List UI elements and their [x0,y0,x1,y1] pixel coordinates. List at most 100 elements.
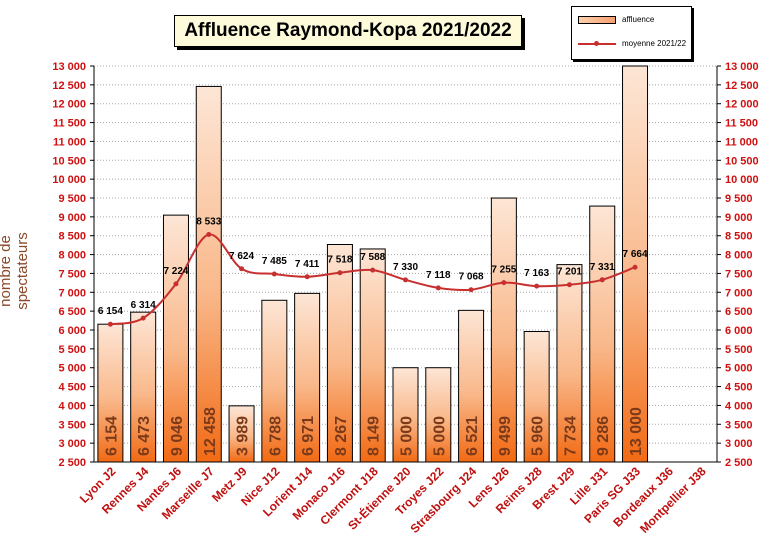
y-tick-label-left: 4 000 [58,400,86,412]
average-point [206,231,212,237]
average-point [599,277,605,283]
average-point [173,281,179,287]
legend-swatch-affluence [578,15,616,24]
bar [359,248,386,463]
average-point [403,277,408,283]
y-tick-label-left: 9 000 [58,212,86,224]
y-tick-label-right: 5 500 [725,344,753,356]
bar-value-label: 9 499 [497,416,514,456]
average-value-label: 7 624 [229,251,254,262]
y-axis-title: nombre de spectateurs [0,232,31,310]
bar [228,405,255,463]
y-tick-label-left: 11 000 [53,136,86,148]
bar [97,323,124,463]
y-tick-label-left: 8 500 [58,231,86,243]
bar [130,311,157,463]
average-point [140,315,146,321]
bar-value-label: 13 000 [628,407,645,456]
bar-value-label: 6 521 [464,416,481,456]
y-tick-label-left: 12 000 [52,99,86,111]
average-value-label: 7 068 [459,272,484,283]
y-tick-label-right: 13 000 [725,61,759,73]
legend-item-moyenne: moyenne 2021/22 [578,39,686,48]
average-point [501,280,507,286]
y-tick-label-left: 3 000 [58,438,86,450]
y-tick-label-right: 11 500 [725,118,758,130]
bar-value-label: 5 000 [399,416,416,456]
y-tick-label-right: 7 000 [725,287,753,299]
bar [195,85,222,463]
y-tick-label-left: 10 000 [52,174,86,186]
y-tick-label-right: 4 000 [725,400,753,412]
y-tick-label-right: 7 500 [725,268,753,280]
y-tick-label-left: 6 000 [58,325,86,337]
y-tick-label-right: 8 000 [725,250,753,262]
y-tick-label-left: 9 500 [58,193,86,205]
bar [490,197,517,463]
legend-label-affluence: affluence [622,15,655,24]
y-tick-label-right: 12 500 [725,80,759,92]
bar [523,331,550,463]
y-tick-label-left: 11 500 [53,118,86,130]
bar [458,309,485,463]
y-tick-label-right: 12 000 [725,99,759,111]
average-value-label: 7 518 [327,255,352,266]
y-tick-label-right: 11 000 [725,136,758,148]
average-point [370,267,376,273]
y-tick-label-right: 2 500 [725,457,753,469]
legend-label-moyenne: moyenne 2021/22 [622,39,687,48]
bar-value-label: 7 734 [562,416,579,456]
bar [261,299,288,463]
bar-value-label: 9 046 [169,416,186,456]
average-value-label: 7 411 [295,259,320,270]
y-tick-label-left: 3 500 [58,419,86,431]
average-value-label: 7 163 [524,268,549,279]
average-value-label: 7 485 [262,256,287,267]
average-point [239,266,245,272]
bar [294,292,321,463]
bar [392,367,419,463]
average-value-label: 7 330 [393,262,418,273]
bar [162,214,189,463]
bar [556,264,583,463]
y-tick-label-left: 12 500 [52,80,86,92]
chart-title: Affluence Raymond-Kopa 2021/2022 [174,15,522,47]
average-value-label: 7 664 [623,249,648,260]
average-point [534,283,540,289]
average-value-label: 7 118 [426,270,451,281]
average-point [304,274,310,280]
average-point [468,287,474,293]
average-point [632,264,638,270]
y-tick-label-left: 5 000 [58,363,86,375]
bar-value-label: 6 473 [136,416,153,456]
y-tick-label-right: 10 500 [725,155,759,167]
bar-value-label: 6 154 [103,416,120,456]
average-value-label: 7 588 [360,252,385,263]
bar-value-label: 12 458 [202,407,219,456]
bar-value-label: 5 000 [431,416,448,456]
y-tick-label-left: 8 000 [58,250,86,262]
average-point [107,321,113,327]
bar [622,65,649,463]
y-tick-label-right: 3 000 [725,438,753,450]
y-tick-label-right: 10 000 [725,174,759,186]
y-tick-label-right: 6 500 [725,306,753,318]
y-tick-label-left: 2 500 [58,457,86,469]
y-tick-label-right: 6 000 [725,325,753,337]
average-point [337,270,343,276]
legend-line-moyenne [578,40,616,48]
bar-value-label: 6 971 [300,416,317,456]
average-point [566,282,572,288]
average-value-label: 7 255 [491,265,516,276]
average-point [435,285,441,291]
y-tick-label-right: 3 500 [725,419,753,431]
y-tick-label-right: 8 500 [725,231,753,243]
y-tick-label-right: 4 500 [725,382,753,394]
average-value-label: 6 314 [131,300,156,311]
y-tick-label-right: 5 000 [725,363,753,375]
bar-value-label: 8 149 [366,416,383,456]
y-tick-label-left: 7 000 [58,287,86,299]
bar-value-label: 3 989 [235,416,252,456]
bar [425,367,452,463]
average-value-label: 8 533 [196,216,221,227]
